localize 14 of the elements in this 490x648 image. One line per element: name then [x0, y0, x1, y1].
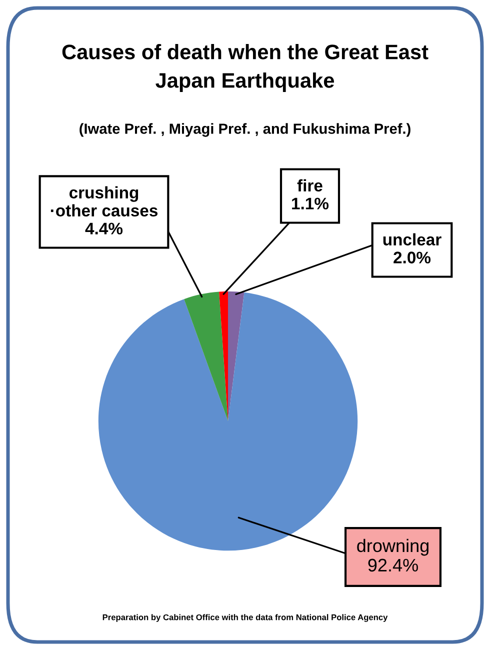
data-label: 92.4%: [368, 558, 418, 572]
pie-slice: [98, 292, 358, 551]
data-label: 2.0%: [394, 252, 431, 264]
data-label: 1.1%: [292, 198, 329, 210]
pie-slice: [228, 291, 244, 421]
slice-label: crushing ·other causes: [50, 186, 158, 217]
pie-slice: [184, 292, 228, 421]
text: Preparation by Cabinet Office with the data from National Police Agency: [102, 614, 388, 622]
data-label: 4.4%: [85, 222, 123, 234]
slice-label: drowning: [357, 538, 428, 556]
chart-subtitle: (Iwate Pref. , Miyagi Pref. , and Fukushima Pref.): [80, 123, 410, 137]
slice-label: fire: [297, 179, 322, 192]
slice-label: unclear: [383, 233, 442, 246]
chart-title: Causes of death when the Great East Japan Earthquake: [62, 44, 428, 92]
